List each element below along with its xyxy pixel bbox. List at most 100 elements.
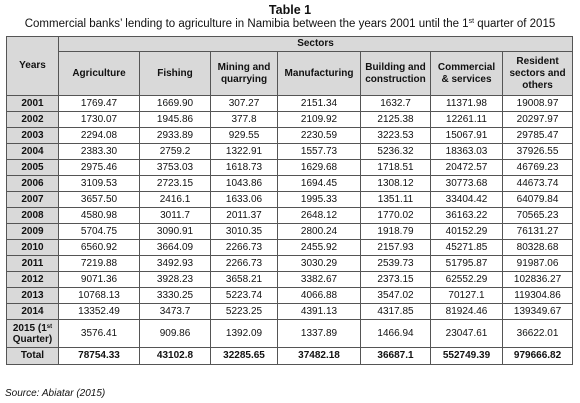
- value-cell: 40152.29: [430, 223, 503, 240]
- sectors-header: Sectors: [57, 36, 574, 52]
- year-cell: 2002: [6, 111, 59, 128]
- value-cell: 307.27: [210, 95, 278, 112]
- value-cell: 3928.23: [139, 271, 211, 288]
- year-cell: 2007: [6, 191, 59, 208]
- column-header: Agriculture: [58, 51, 140, 96]
- table-row-2015-q1: 2015 (1st Quarter) 3576.41 909.86 1392.09 133…: [6, 319, 574, 348]
- value-cell: 70565.23: [501, 207, 574, 224]
- year-cell: 2005: [6, 159, 59, 176]
- total-label-cell: Total: [6, 347, 59, 365]
- value-cell: 3547.02: [360, 287, 431, 304]
- caption-end: quarter of 2015: [474, 18, 556, 30]
- value-cell: 3657.50: [58, 191, 140, 208]
- header-row-sectors: Years Sectors: [6, 36, 574, 96]
- year-cell: 2014: [6, 303, 59, 320]
- value-cell: 91987.06: [501, 255, 574, 272]
- value-cell: 70127.1: [430, 287, 503, 304]
- total-row: Total 78754.33 43102.8 32285.65 37482.18 3668…: [6, 347, 574, 365]
- value-cell: 2294.08: [58, 127, 140, 144]
- value-cell: 5223.74: [210, 287, 278, 304]
- years-header: Years: [6, 36, 59, 96]
- value-cell: 3658.21: [210, 271, 278, 288]
- column-header: Manufacturing: [277, 51, 361, 96]
- caption-superscript: st: [468, 18, 475, 25]
- value-cell: 3753.03: [139, 159, 211, 176]
- value-cell: 44673.74: [501, 175, 574, 192]
- table-row: 2009 5704.75 3090.91 3010.35 2800.24 1918.79 4…: [6, 223, 574, 240]
- table-title: Table 1: [268, 3, 312, 17]
- table-row: 2003 2294.08 2933.89 929.55 2230.59 3223.53 15…: [6, 127, 574, 144]
- year-cell: 2012: [6, 271, 59, 288]
- value-cell: 3473.7: [139, 303, 211, 320]
- year-cell: 2006: [6, 175, 59, 192]
- value-cell: 19008.97: [501, 95, 574, 112]
- header-row-columns: Agriculture Fishing Mining and quarrying Ma…: [7, 51, 574, 96]
- value-cell: 15067.91: [430, 127, 503, 144]
- table-row: 2001 1769.47 1669.90 307.27 2151.34 1632.7 113…: [6, 95, 574, 112]
- value-cell: 3109.53: [58, 175, 140, 192]
- value-cell: 2151.34: [277, 95, 361, 112]
- value-cell: 929.55: [210, 127, 278, 144]
- value-cell: 4317.85: [360, 303, 431, 320]
- value-cell: 2373.15: [360, 271, 431, 288]
- value-cell: 3030.29: [277, 255, 361, 272]
- value-cell: 2011.37: [210, 207, 278, 224]
- value-cell: 3664.09: [139, 239, 211, 256]
- value-cell: 29785.47: [501, 127, 574, 144]
- value-cell: 3576.41: [58, 319, 140, 348]
- value-cell: 377.8: [210, 111, 278, 128]
- year-cell: 2003: [6, 127, 59, 144]
- value-cell: 1718.51: [360, 159, 431, 176]
- value-cell: 1322.91: [210, 143, 278, 160]
- table-row: 2008 4580.98 3011.7 2011.37 2648.12 1770.02 36…: [6, 207, 574, 224]
- value-cell: 9071.36: [58, 271, 140, 288]
- value-cell: 5704.75: [58, 223, 140, 240]
- value-cell: 20297.97: [501, 111, 574, 128]
- value-cell: 2723.15: [139, 175, 211, 192]
- year-cell: 2011: [6, 255, 59, 272]
- value-cell: 5223.25: [210, 303, 278, 320]
- table-caption: Commercial banks’ lending to agriculture…: [0, 17, 580, 31]
- lending-table: Years Sectors Agriculture Fishing Mining a…: [6, 36, 574, 365]
- value-cell: 10768.13: [58, 287, 140, 304]
- value-cell: 64079.84: [501, 191, 574, 208]
- value-cell: 2975.46: [58, 159, 140, 176]
- value-cell: 3223.53: [360, 127, 431, 144]
- value-cell: 2455.92: [277, 239, 361, 256]
- value-cell: 3010.35: [210, 223, 278, 240]
- column-header: Fishing: [139, 51, 211, 96]
- value-cell: 1308.12: [360, 175, 431, 192]
- value-cell: 2933.89: [139, 127, 211, 144]
- caption-main: Commercial banks’ lending to agriculture…: [24, 18, 469, 30]
- value-cell: 1392.09: [210, 319, 278, 348]
- year-cell: 2009: [6, 223, 59, 240]
- value-cell: 3090.91: [139, 223, 211, 240]
- value-cell: 1769.47: [58, 95, 140, 112]
- value-cell: 2230.59: [277, 127, 361, 144]
- table-body: 2001 1769.47 1669.90 307.27 2151.34 1632.7 113…: [6, 95, 574, 365]
- value-cell: 2157.93: [360, 239, 431, 256]
- table-row: 2013 10768.13 3330.25 5223.74 4066.88 3547.02…: [6, 287, 574, 304]
- year-cell: 2015 (1st Quarter): [6, 319, 59, 348]
- value-cell: 2648.12: [277, 207, 361, 224]
- value-cell: 36163.22: [430, 207, 503, 224]
- value-cell: 1618.73: [210, 159, 278, 176]
- value-cell: 2266.73: [210, 239, 278, 256]
- value-cell: 5236.32: [360, 143, 431, 160]
- value-cell: 45271.85: [430, 239, 503, 256]
- value-cell: 909.86: [139, 319, 211, 348]
- total-value-cell: 43102.8: [139, 347, 211, 365]
- value-cell: 1995.33: [277, 191, 361, 208]
- value-cell: 139349.67: [501, 303, 574, 320]
- value-cell: 3330.25: [139, 287, 211, 304]
- value-cell: 12261.11: [430, 111, 503, 128]
- value-cell: 2125.38: [360, 111, 431, 128]
- column-header: Resident sectors and others: [501, 51, 574, 96]
- year-label-superscript: st: [46, 323, 53, 330]
- total-value-cell: 78754.33: [58, 347, 140, 365]
- year-cell: 2013: [6, 287, 59, 304]
- value-cell: 119304.86: [501, 287, 574, 304]
- value-cell: 76131.27: [501, 223, 574, 240]
- table-row: 2006 3109.53 2723.15 1043.86 1694.45 1308.12 3…: [6, 175, 574, 192]
